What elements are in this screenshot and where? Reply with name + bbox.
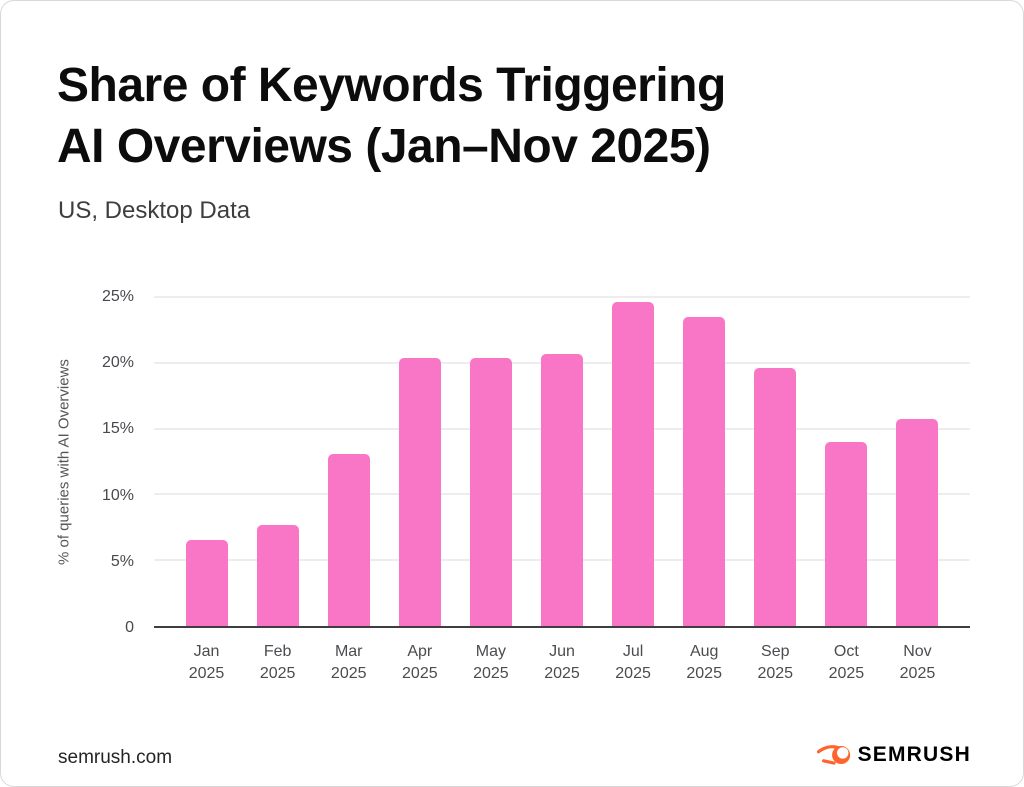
- page-title-line2: AI Overviews (Jan–Nov 2025): [57, 120, 711, 173]
- page-title: Share of Keywords Triggering AI Overview…: [57, 55, 726, 177]
- source-text: semrush.com: [58, 747, 173, 768]
- semrush-logo: SEMRUSH: [816, 743, 971, 767]
- x-axis-labels: Jan 2025 Feb 2025 Mar 2025 Apr 2025 May 2025 Jun 20…: [171, 641, 953, 687]
- x-tick-label: Nov 2025: [899, 643, 936, 682]
- bar-jun-2025: [541, 353, 583, 626]
- y-tick-label: 0: [125, 619, 134, 636]
- bar-aug-2025: [683, 316, 726, 626]
- bar-sep-2025: [754, 368, 797, 626]
- x-tick-label: Aug 2025: [686, 643, 722, 682]
- gridline: [154, 296, 970, 298]
- bars: [171, 297, 953, 626]
- semrush-wordmark: SEMRUSH: [857, 743, 971, 766]
- page-title-line1: Share of Keywords Triggering: [57, 59, 726, 112]
- y-tick-label: 10%: [101, 486, 134, 504]
- x-tick-label: Jan 2025: [188, 643, 225, 682]
- x-tick-label: Apr 2025: [402, 643, 438, 682]
- x-tick-label: Mar 2025: [330, 643, 367, 682]
- bar-may-2025: [469, 357, 512, 626]
- bar-apr-2025: [398, 357, 441, 626]
- y-tick-label: 15%: [101, 420, 134, 438]
- semrush-flame-icon: [816, 745, 850, 765]
- bar-jul-2025: [612, 302, 655, 626]
- bar-feb-2025: [256, 524, 299, 626]
- x-tick-label: Jul 2025: [615, 643, 651, 682]
- y-tick-label: 20%: [101, 354, 134, 372]
- y-tick-label: 25%: [101, 288, 134, 305]
- page-subtitle: US, Desktop Data: [58, 197, 251, 224]
- bar-jan-2025: [185, 540, 228, 626]
- bar-oct-2025: [825, 441, 868, 626]
- x-tick-label: Sep 2025: [757, 643, 794, 682]
- plot-area: [154, 296, 970, 628]
- x-tick-label: May 2025: [473, 643, 509, 682]
- y-axis-ticks: 0 5% 10% 15% 20% 25%: [1, 288, 134, 636]
- x-tick-label: Oct 2025: [828, 643, 865, 682]
- y-tick-label: 5%: [110, 552, 134, 570]
- bar-nov-2025: [896, 419, 939, 626]
- bar-mar-2025: [327, 453, 370, 626]
- x-tick-label: Feb 2025: [259, 643, 296, 682]
- x-tick-label: Jun 2025: [544, 643, 580, 682]
